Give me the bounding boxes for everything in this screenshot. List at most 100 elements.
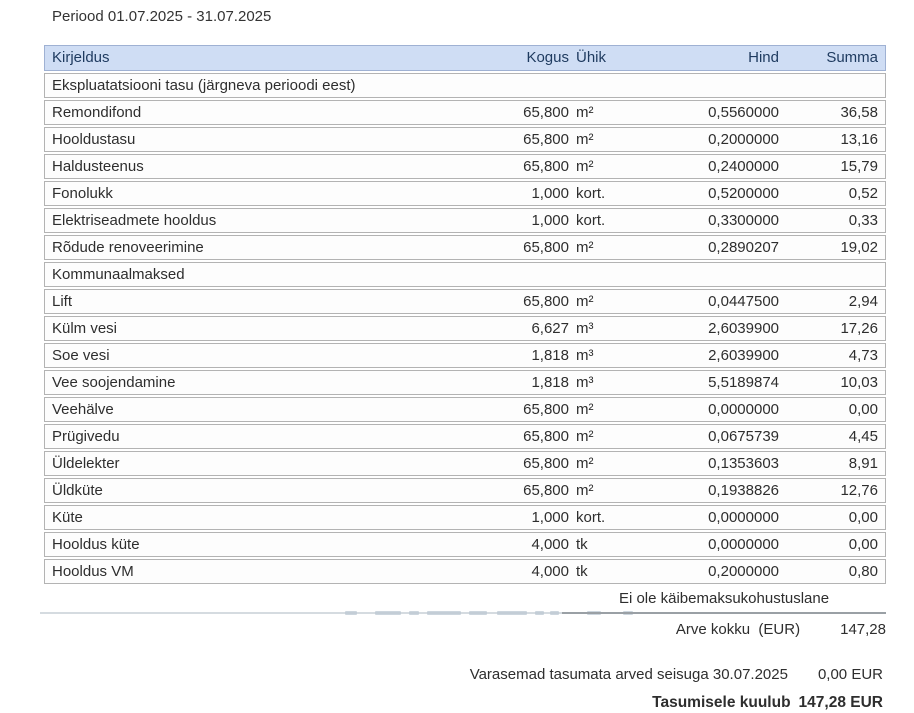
column-header-kogus: Kogus	[526, 49, 569, 66]
previous-unpaid-value: 0,00 EUR	[817, 666, 883, 683]
row-description: Elektriseadmete hooldus	[52, 212, 217, 229]
invoice-total-value: 147,28	[840, 621, 886, 638]
row-quantity: 1,818	[531, 374, 569, 391]
row-price: 0,0675739	[708, 428, 779, 445]
amount-due-label: Tasumisele kuulub	[652, 694, 791, 711]
row-description: Fonolukk	[52, 185, 113, 202]
row-sum: 4,73	[848, 347, 878, 364]
watermark-dash	[345, 610, 357, 615]
previous-unpaid-label: Varasemad tasumata arved seisuga 30.07.2…	[469, 666, 788, 683]
row-unit: kort.	[576, 212, 606, 229]
column-header-hind: Hind	[748, 49, 779, 66]
row-unit: m²	[576, 401, 594, 418]
table-row: Rõdude renoveerimine 65,800 m² 0,2890207…	[44, 235, 886, 260]
table-section-row: Kommunaalmaksed	[44, 262, 886, 287]
row-description: Soe vesi	[52, 347, 110, 364]
summary-section: Ei ole käibemaksukohustuslane Arve kokku…	[40, 586, 886, 640]
row-price: 0,2000000	[708, 131, 779, 148]
row-quantity: 65,800	[523, 455, 569, 472]
row-unit: kort.	[576, 509, 606, 526]
row-quantity: 4,000	[531, 563, 569, 580]
amount-due-line: Tasumisele kuulub 147,28 EUR	[44, 692, 886, 713]
row-unit: m³	[576, 374, 594, 391]
row-quantity: 65,800	[523, 131, 569, 148]
row-price: 2,6039900	[708, 320, 779, 337]
row-sum: 10,03	[840, 374, 878, 391]
row-sum: 17,26	[840, 320, 878, 337]
row-sum: 0,33	[848, 212, 878, 229]
row-description: Lift	[52, 293, 73, 310]
row-sum: 12,76	[840, 482, 878, 499]
row-unit: kort.	[576, 185, 606, 202]
row-description: Veehälve	[52, 401, 114, 418]
row-unit: m³	[576, 347, 594, 364]
previous-unpaid-line: Varasemad tasumata arved seisuga 30.07.2…	[44, 665, 886, 685]
row-quantity: 65,800	[523, 104, 569, 121]
table-row: Küte 1,000 kort. 0,0000000 0,00	[44, 505, 886, 530]
table-row: Üldküte 65,800 m² 0,1938826 12,76	[44, 478, 886, 503]
row-description: Küte	[52, 509, 83, 526]
row-sum: 36,58	[840, 104, 878, 121]
table-body: Ekspluatatsiooni tasu (järgneva perioodi…	[44, 73, 886, 584]
table-row: Vee soojendamine 1,818 m³ 5,5189874 10,0…	[44, 370, 886, 395]
row-description: Prügivedu	[52, 428, 120, 445]
table-row: Remondifond 65,800 m² 0,5560000 36,58	[44, 100, 886, 125]
row-sum: 0,00	[848, 536, 878, 553]
table-row: Üldelekter 65,800 m² 0,1353603 8,91	[44, 451, 886, 476]
table-row: Fonolukk 1,000 kort. 0,5200000 0,52	[44, 181, 886, 206]
row-quantity: 1,000	[531, 509, 569, 526]
row-description: Üldelekter	[52, 455, 120, 472]
row-description: Hooldustasu	[52, 131, 136, 148]
row-price: 5,5189874	[708, 374, 779, 391]
table-row: Hooldus küte 4,000 tk 0,0000000 0,00	[44, 532, 886, 557]
row-sum: 0,00	[848, 509, 878, 526]
row-unit: m²	[576, 428, 594, 445]
row-unit: m²	[576, 293, 594, 310]
watermark-dash	[427, 610, 461, 615]
table-row: Veehälve 65,800 m² 0,0000000 0,00	[44, 397, 886, 422]
row-sum: 0,00	[848, 401, 878, 418]
row-unit: tk	[576, 563, 588, 580]
table-row: Soe vesi 1,818 m³ 2,6039900 4,73	[44, 343, 886, 368]
table-row: Haldusteenus 65,800 m² 0,2400000 15,79	[44, 154, 886, 179]
row-quantity: 1,000	[531, 185, 569, 202]
row-description: Hooldus VM	[52, 563, 134, 580]
watermark-dash	[497, 610, 527, 615]
row-price: 0,0000000	[708, 401, 779, 418]
row-description: Rõdude renoveerimine	[52, 239, 204, 256]
row-quantity: 65,800	[523, 482, 569, 499]
row-quantity: 65,800	[523, 428, 569, 445]
row-sum: 2,94	[848, 293, 878, 310]
row-unit: m²	[576, 482, 594, 499]
row-sum: 15,79	[840, 158, 878, 175]
table-section-row: Ekspluatatsiooni tasu (järgneva perioodi…	[44, 73, 886, 98]
row-price: 0,5560000	[708, 104, 779, 121]
row-price: 0,0000000	[708, 509, 779, 526]
row-unit: m²	[576, 158, 594, 175]
charges-table: Kirjeldus Kogus Ühik Hind Summa Ekspluat…	[44, 45, 886, 584]
row-price: 0,1353603	[708, 455, 779, 472]
row-sum: 4,45	[848, 428, 878, 445]
table-row: Külm vesi 6,627 m³ 2,6039900 17,26	[44, 316, 886, 341]
watermark-dash	[375, 610, 401, 615]
row-unit: m²	[576, 131, 594, 148]
row-price: 0,3300000	[708, 212, 779, 229]
row-sum: 0,80	[848, 563, 878, 580]
divider-line-faint	[40, 612, 567, 614]
row-sum: 0,52	[848, 185, 878, 202]
row-quantity: 6,627	[531, 320, 569, 337]
watermark-dash	[550, 610, 559, 615]
watermark-dash	[469, 610, 487, 615]
column-header-yhik: Ühik	[576, 49, 607, 66]
row-sum: 8,91	[848, 455, 878, 472]
row-description: Remondifond	[52, 104, 142, 121]
row-quantity: 65,800	[523, 239, 569, 256]
row-quantity: 65,800	[523, 293, 569, 310]
column-header-kirjeldus: Kirjeldus	[52, 49, 110, 66]
row-description: Külm vesi	[52, 320, 118, 337]
period-label: Periood 01.07.2025 - 31.07.2025	[52, 8, 272, 25]
row-price: 0,0000000	[708, 536, 779, 553]
row-unit: m³	[576, 320, 594, 337]
row-quantity: 65,800	[523, 158, 569, 175]
table-row: Prügivedu 65,800 m² 0,0675739 4,45	[44, 424, 886, 449]
